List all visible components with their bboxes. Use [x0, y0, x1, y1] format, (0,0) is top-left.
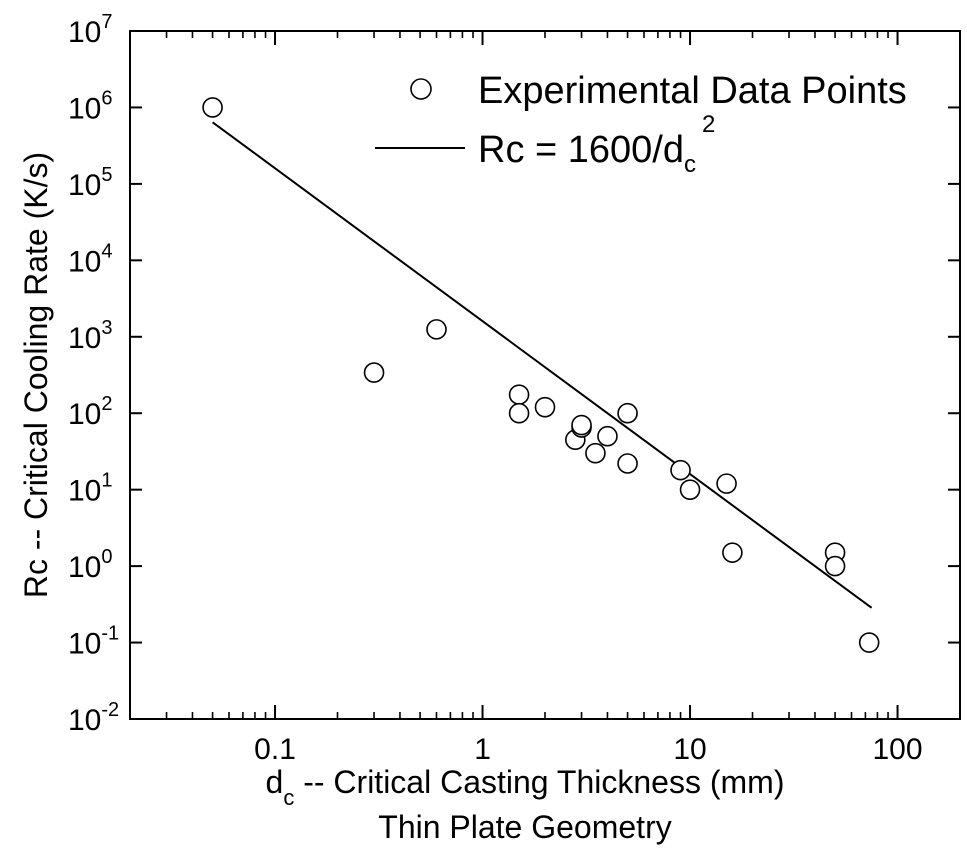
y-tick-label: 105: [68, 164, 113, 202]
data-point: [858, 632, 880, 653]
data-point: [597, 425, 618, 447]
x-axis-ticks: 0.1 1 10 100: [254, 31, 923, 766]
data-point: [722, 542, 743, 563]
fit-line-path: [211, 121, 873, 609]
y-tick-label: 102: [68, 393, 113, 431]
y-tick-label: 107: [68, 11, 113, 49]
x-axis-label: dc -- Critical Casting Thickness (mm): [266, 764, 785, 810]
x-tick-label: 10: [673, 733, 706, 766]
y-tick-label: 103: [68, 317, 113, 355]
minor-ticks: [165, 31, 889, 719]
y-tick-label: 104: [68, 240, 113, 278]
y-tick-label: 10-1: [68, 623, 119, 661]
y-tick-label: 101: [68, 470, 113, 508]
legend-marker-circle: [410, 78, 432, 100]
data-point: [508, 384, 530, 405]
legend-line-label: Rc = 1600/dc2: [478, 111, 715, 178]
y-axis-ticks: 10-2 10-1 100 101 102 103 104 105 106 107: [68, 11, 960, 737]
y-tick-label: 100: [68, 546, 113, 584]
legend-points-label: Experimental Data Points: [478, 70, 907, 112]
data-point: [585, 442, 606, 464]
x-tick-label: 0.1: [254, 733, 296, 766]
data-point: [617, 402, 638, 424]
data-point: [426, 319, 447, 340]
data-point: [679, 479, 701, 500]
data-point: [670, 459, 691, 481]
x-tick-label: 1: [474, 733, 491, 766]
data-point: [571, 414, 592, 436]
data-point: [508, 402, 530, 424]
y-tick-label: 106: [68, 87, 113, 125]
data-point: [534, 396, 556, 418]
data-point: [202, 97, 223, 118]
legend: Experimental Data Points Rc = 1600/dc2: [375, 70, 907, 178]
y-axis-label: Rc -- Critical Cooling Rate (K/s): [18, 152, 54, 598]
x-tick-label: 100: [873, 733, 923, 766]
data-points: [202, 97, 880, 653]
fit-line: [211, 121, 873, 609]
data-point: [716, 473, 737, 494]
y-tick-label: 10-2: [68, 699, 119, 737]
data-point: [617, 453, 638, 474]
data-point: [363, 362, 385, 383]
data-point: [824, 555, 846, 577]
x-axis-subtitle: Thin Plate Geometry: [378, 809, 671, 845]
